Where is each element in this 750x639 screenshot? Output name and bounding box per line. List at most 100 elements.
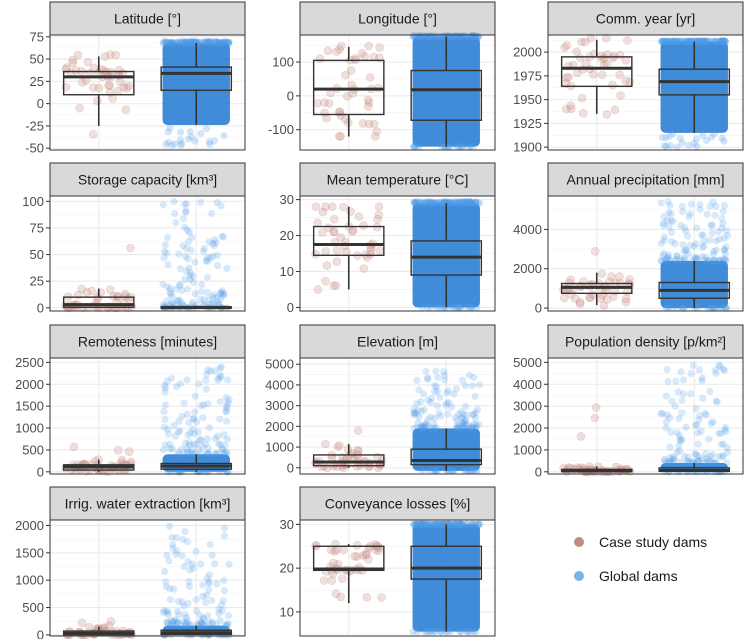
global-point (457, 520, 465, 529)
global-point (468, 199, 476, 207)
global-point (205, 579, 213, 587)
case-boxplot (62, 459, 135, 472)
global-point (215, 440, 223, 448)
global-point-cloud (660, 260, 728, 309)
global-point (166, 596, 174, 604)
global-point (188, 233, 196, 241)
global-point (466, 628, 474, 636)
facet-strip (49, 486, 246, 521)
global-point (202, 385, 210, 393)
global-point (181, 439, 190, 447)
case-point (572, 47, 582, 57)
case-point (364, 119, 374, 129)
case-point (366, 245, 376, 255)
case-point (321, 247, 331, 256)
global-point (163, 551, 171, 560)
global-point (198, 620, 206, 629)
global-point (197, 287, 205, 296)
case-point (111, 50, 120, 60)
global-point (162, 578, 170, 586)
global-point (412, 520, 420, 529)
global-point (220, 450, 228, 458)
global-point (711, 211, 719, 219)
global-point (717, 37, 725, 46)
global-point (214, 39, 222, 47)
global-point (225, 560, 233, 568)
global-point (451, 198, 459, 206)
global-point (424, 197, 432, 206)
global-point (468, 423, 476, 431)
global-point (696, 37, 704, 45)
global-point (185, 577, 193, 586)
global-point (420, 424, 428, 432)
global-point (659, 38, 667, 46)
global-point (460, 419, 468, 427)
global-point (197, 560, 205, 568)
global-point (417, 520, 425, 529)
global-point (676, 255, 684, 263)
global-point (669, 457, 678, 465)
case-point (77, 284, 87, 294)
global-point (661, 142, 669, 150)
global-point (701, 409, 709, 417)
global-point (211, 434, 219, 443)
global-point (432, 383, 440, 391)
global-point (426, 467, 434, 475)
global-point (450, 520, 458, 529)
facet-panel: Population density [p/km²]01000200030004… (513, 324, 744, 479)
global-point (212, 239, 220, 247)
global-point (205, 137, 213, 146)
global-point (452, 423, 460, 431)
global-point (411, 409, 419, 417)
global-point (413, 376, 421, 385)
global-point (414, 520, 422, 529)
global-point (183, 39, 191, 47)
global-point (171, 432, 179, 440)
case-point (89, 83, 98, 92)
global-point (211, 38, 219, 46)
global-point (716, 362, 724, 371)
global-point (684, 250, 693, 258)
global-point (420, 520, 428, 529)
global-point (160, 254, 168, 262)
case-point (581, 59, 591, 68)
facet-strip (299, 162, 496, 197)
global-point (211, 450, 219, 458)
global-point (705, 37, 713, 46)
global-point (431, 381, 439, 389)
global-point (708, 229, 716, 237)
global-point (205, 295, 213, 303)
case-point (578, 108, 588, 118)
global-point (175, 282, 184, 290)
global-point (702, 450, 710, 458)
global-point (677, 368, 685, 376)
global-point (160, 423, 168, 431)
global-point (665, 37, 673, 46)
facet-strip (547, 1, 744, 36)
global-point (444, 387, 452, 395)
global-point (454, 143, 462, 151)
global-point (665, 132, 674, 140)
y-tick-label: 100 (272, 55, 294, 70)
global-point (216, 616, 224, 625)
y-tick-label: 10 (280, 604, 294, 619)
global-point (659, 37, 667, 45)
global-point (159, 39, 167, 47)
global-point (695, 366, 704, 374)
global-boxplot (160, 625, 233, 636)
global-point (676, 135, 684, 143)
case-point (339, 202, 348, 212)
global-point (475, 199, 483, 207)
global-point (657, 199, 665, 207)
case-point (334, 132, 344, 141)
global-point (164, 128, 172, 136)
case-point (329, 214, 339, 224)
global-point (468, 520, 476, 529)
global-point (166, 585, 174, 593)
global-point (224, 39, 233, 47)
global-point (661, 37, 670, 45)
global-point (417, 424, 426, 432)
y-tick-label: 0 (37, 300, 44, 315)
global-point (723, 444, 731, 452)
